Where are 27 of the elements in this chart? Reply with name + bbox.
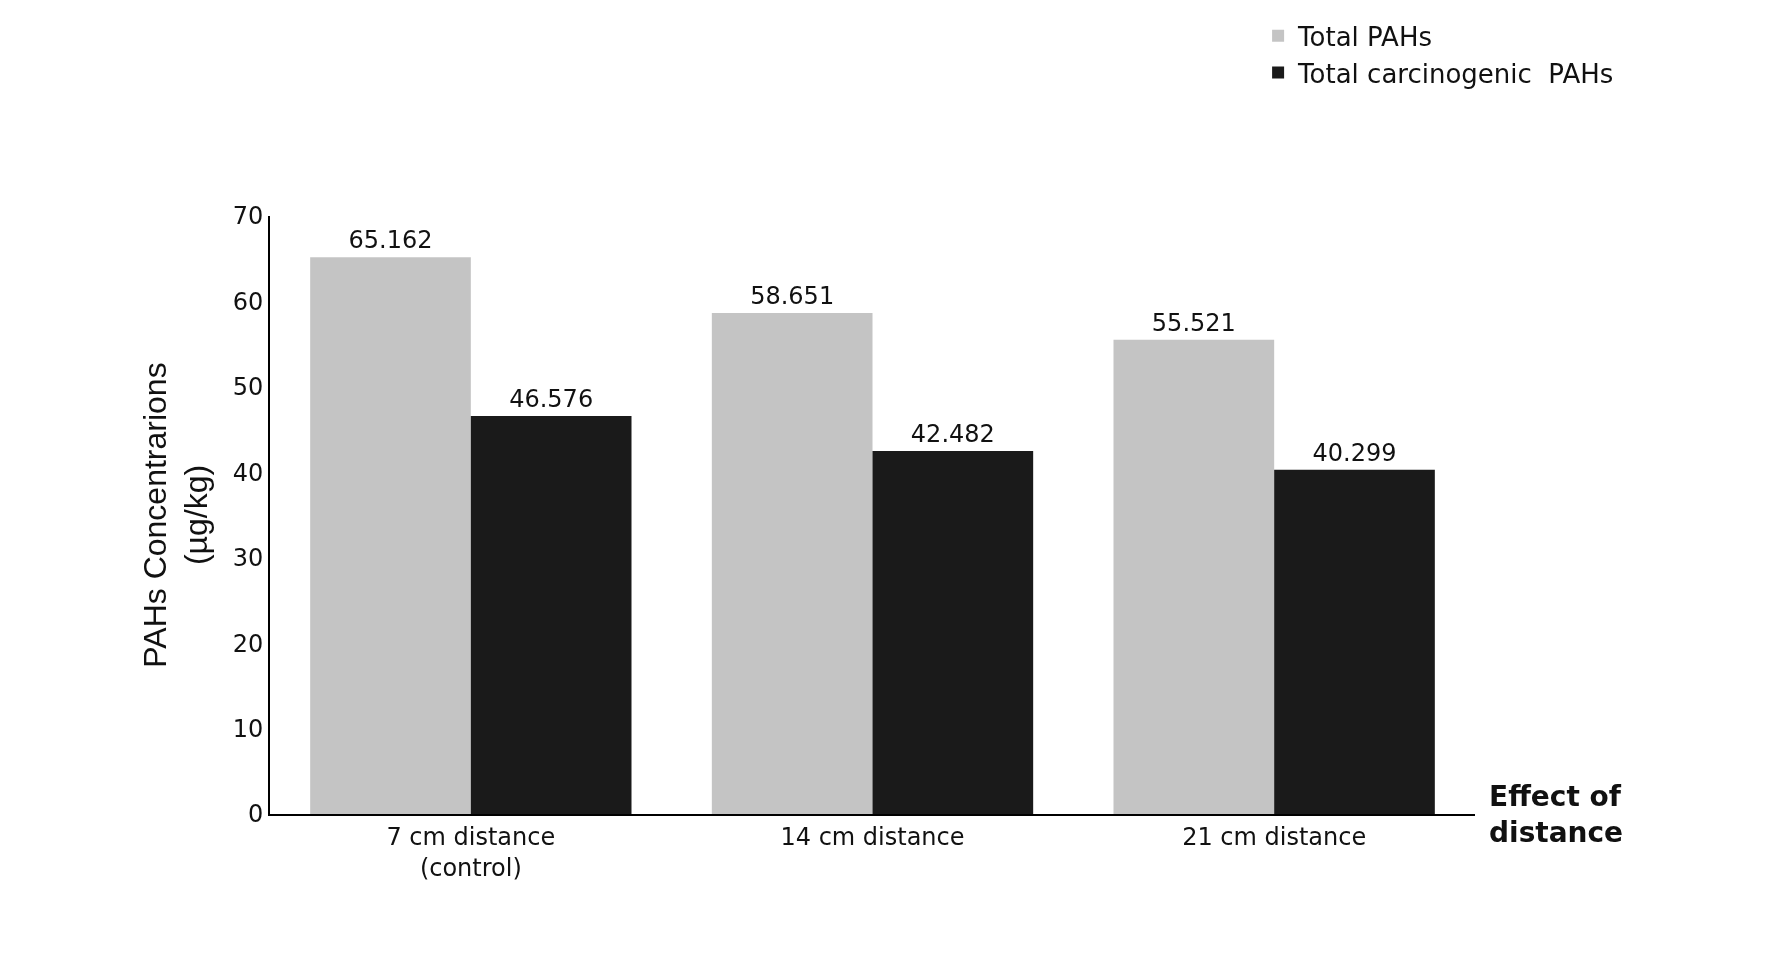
data-label: 46.576 (509, 385, 594, 414)
data-label: 65.162 (348, 226, 433, 255)
data-label: 55.521 (1151, 308, 1236, 337)
data-label: 40.299 (1312, 438, 1397, 467)
y-tick-label: 30 (232, 544, 264, 573)
y-tick-label: 40 (232, 458, 264, 487)
bar (872, 451, 1034, 814)
x-tick-label: 14 cm distance (780, 822, 965, 851)
y-tick-label: 20 (232, 629, 264, 658)
bar (310, 257, 471, 814)
y-tick-label: 0 (247, 800, 264, 829)
y-tick-label: 60 (232, 287, 264, 316)
legend-label: Total PAHs (1297, 21, 1432, 52)
bar (1274, 469, 1435, 814)
y-axis-title: PAHs Concentrarions (µg/kg) (136, 362, 215, 668)
y-tick-label: 50 (232, 373, 264, 402)
x-axis-title: Effect of distance (1489, 780, 1624, 850)
data-label: 58.651 (750, 281, 835, 310)
x-tick-label: 21 cm distance (1182, 822, 1367, 851)
y-tick-label: 10 (232, 714, 264, 743)
y-tick-label: 70 (232, 202, 264, 231)
data-label: 42.482 (910, 420, 995, 449)
x-tick-label: 7 cm distance (control) (386, 822, 556, 882)
bar (470, 416, 632, 814)
bar (711, 312, 873, 814)
bar (1113, 339, 1275, 814)
legend-label: Total carcinogenic PAHs (1297, 58, 1614, 89)
